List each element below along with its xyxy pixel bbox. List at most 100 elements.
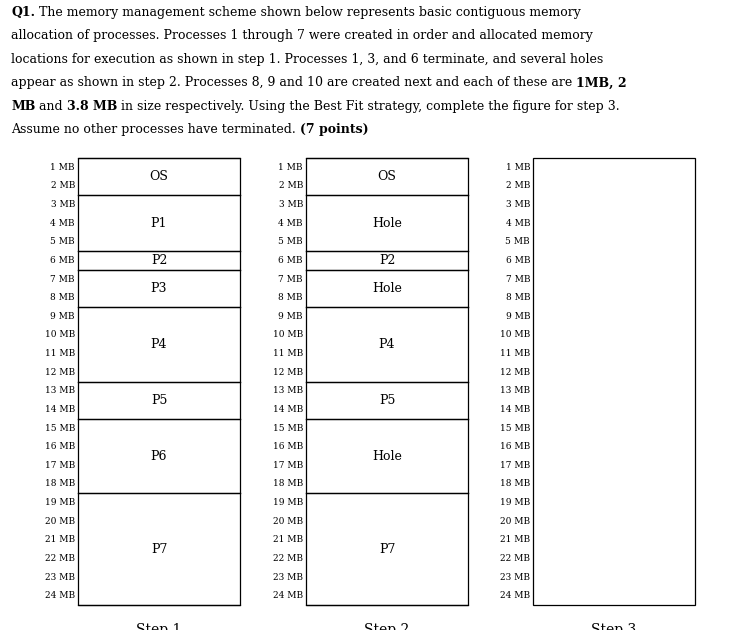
Text: 9 MB: 9 MB [278,312,303,321]
Text: 5 MB: 5 MB [50,238,75,246]
Text: 6 MB: 6 MB [50,256,75,265]
Text: in size respectively. Using the Best Fit strategy, complete the figure for step : in size respectively. Using the Best Fit… [117,100,620,113]
Text: P4: P4 [151,338,168,351]
Text: 20 MB: 20 MB [273,517,303,525]
Text: Hole: Hole [372,282,402,295]
Text: (7 points): (7 points) [300,123,368,136]
Text: 15 MB: 15 MB [500,423,530,433]
Text: 11 MB: 11 MB [500,349,530,358]
Text: P1: P1 [151,217,168,230]
Text: P3: P3 [151,282,168,295]
Text: P6: P6 [151,449,168,462]
Text: 4 MB: 4 MB [506,219,530,227]
Text: 1 MB: 1 MB [278,163,303,172]
Text: 24 MB: 24 MB [273,591,303,600]
Text: MB: MB [11,100,35,113]
Text: 3 MB: 3 MB [506,200,530,209]
Bar [533,158,695,605]
Text: 4 MB: 4 MB [50,219,75,227]
Text: 2 MB: 2 MB [279,181,303,190]
Text: Assume no other processes have terminated.: Assume no other processes have terminate… [11,123,300,136]
Text: 21 MB: 21 MB [45,536,75,544]
Text: Hole: Hole [372,217,402,230]
Text: and: and [35,100,67,113]
Text: 21 MB: 21 MB [273,536,303,544]
Text: locations for execution as shown in step 1. Processes 1, 3, and 6 terminate, and: locations for execution as shown in step… [11,53,604,66]
Text: Q1.: Q1. [11,6,35,19]
Text: 23 MB: 23 MB [500,573,530,581]
Text: 14 MB: 14 MB [500,405,530,414]
Text: 10 MB: 10 MB [273,331,303,340]
Text: 3 MB: 3 MB [51,200,75,209]
Text: P5: P5 [379,394,395,406]
Text: 8 MB: 8 MB [506,293,530,302]
Text: 9 MB: 9 MB [50,312,75,321]
Text: 12 MB: 12 MB [500,368,530,377]
Text: The memory management scheme shown below represents basic contiguous memory: The memory management scheme shown below… [35,6,581,19]
Text: 16 MB: 16 MB [273,442,303,451]
Text: 19 MB: 19 MB [45,498,75,507]
Text: 21 MB: 21 MB [500,536,530,544]
Text: 8 MB: 8 MB [50,293,75,302]
Text: 2 MB: 2 MB [506,181,530,190]
Text: Step 1: Step 1 [137,623,182,630]
Text: 16 MB: 16 MB [500,442,530,451]
Text: 1MB, 2: 1MB, 2 [576,76,627,89]
Text: 22 MB: 22 MB [500,554,530,563]
Text: 10 MB: 10 MB [500,331,530,340]
Text: 18 MB: 18 MB [45,479,75,488]
Text: 17 MB: 17 MB [500,461,530,470]
Text: 4 MB: 4 MB [278,219,303,227]
Text: 22 MB: 22 MB [273,554,303,563]
Text: P2: P2 [379,254,395,267]
Text: 6 MB: 6 MB [278,256,303,265]
Text: 14 MB: 14 MB [45,405,75,414]
Bar [78,158,240,605]
Text: 23 MB: 23 MB [273,573,303,581]
Text: 7 MB: 7 MB [506,275,530,284]
Text: 9 MB: 9 MB [506,312,530,321]
Text: allocation of processes. Processes 1 through 7 were created in order and allocat: allocation of processes. Processes 1 thr… [11,30,593,42]
Text: 19 MB: 19 MB [500,498,530,507]
Text: 14 MB: 14 MB [273,405,303,414]
Text: 20 MB: 20 MB [500,517,530,525]
Text: 17 MB: 17 MB [273,461,303,470]
Text: 6 MB: 6 MB [506,256,530,265]
Text: 10 MB: 10 MB [45,331,75,340]
Text: P2: P2 [151,254,168,267]
Text: 13 MB: 13 MB [45,386,75,395]
Text: P4: P4 [379,338,396,351]
Text: P7: P7 [379,542,395,556]
Text: 11 MB: 11 MB [45,349,75,358]
Text: 15 MB: 15 MB [44,423,75,433]
Text: 13 MB: 13 MB [273,386,303,395]
Text: 18 MB: 18 MB [273,479,303,488]
Text: 12 MB: 12 MB [273,368,303,377]
Text: 5 MB: 5 MB [278,238,303,246]
Text: 7 MB: 7 MB [278,275,303,284]
Bar [306,158,468,605]
Text: 3 MB: 3 MB [279,200,303,209]
Text: 18 MB: 18 MB [500,479,530,488]
Text: 1 MB: 1 MB [506,163,530,172]
Text: 13 MB: 13 MB [500,386,530,395]
Text: 7 MB: 7 MB [50,275,75,284]
Text: Step 2: Step 2 [365,623,410,630]
Text: appear as shown in step 2. Processes 8, 9 and 10 are created next and each of th: appear as shown in step 2. Processes 8, … [11,76,576,89]
Text: 11 MB: 11 MB [273,349,303,358]
Text: P7: P7 [151,542,168,556]
Text: 17 MB: 17 MB [45,461,75,470]
Text: 20 MB: 20 MB [45,517,75,525]
Text: 8 MB: 8 MB [278,293,303,302]
Text: 23 MB: 23 MB [45,573,75,581]
Text: 2 MB: 2 MB [51,181,75,190]
Text: 22 MB: 22 MB [45,554,75,563]
Text: 15 MB: 15 MB [272,423,303,433]
Text: 3.8 MB: 3.8 MB [67,100,117,113]
Text: 16 MB: 16 MB [45,442,75,451]
Text: 24 MB: 24 MB [45,591,75,600]
Text: P5: P5 [151,394,168,406]
Text: 1 MB: 1 MB [50,163,75,172]
Text: 5 MB: 5 MB [506,238,530,246]
Text: OS: OS [378,170,396,183]
